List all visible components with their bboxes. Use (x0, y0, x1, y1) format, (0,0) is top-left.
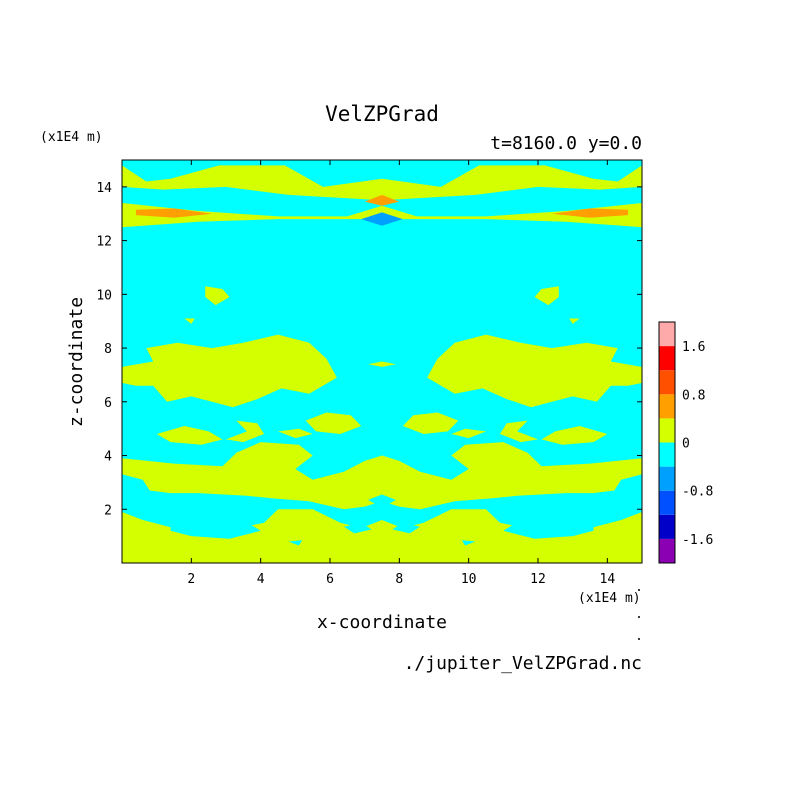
colorbar-swatch (659, 442, 675, 467)
colorbar-swatch (659, 322, 675, 347)
x-axis-label: x-coordinate (317, 612, 447, 633)
x-tick-label: 10 (461, 572, 477, 587)
y-axis-unit: (x1E4 m) (40, 130, 103, 145)
colorbar-swatch (659, 418, 675, 443)
contour-region (205, 286, 230, 306)
plot-area (122, 160, 642, 563)
contour-hole (461, 540, 476, 546)
contour-region (122, 442, 642, 510)
contour-region (278, 428, 313, 439)
contour-region (569, 318, 580, 324)
x-tick-label: 8 (395, 572, 403, 587)
colorbar-tick-label: -0.8 (682, 485, 713, 500)
contour-region (135, 208, 213, 218)
contour-region (122, 165, 642, 201)
contour-region (361, 212, 403, 226)
contour-hole (170, 517, 261, 539)
marker-dot (638, 589, 640, 591)
colorbar-swatch (659, 394, 675, 419)
y-tick-label: 14 (96, 181, 112, 196)
contour-region (184, 318, 195, 324)
contour-hole (343, 522, 372, 534)
x-tick-label: 2 (187, 572, 195, 587)
y-tick-label: 4 (104, 450, 112, 465)
y-tick-label: 10 (96, 288, 112, 303)
contour-region (364, 194, 400, 206)
marker-dot (638, 638, 640, 640)
x-tick-label: 4 (257, 572, 265, 587)
contour-hole (503, 517, 594, 539)
contour-hole (368, 494, 396, 508)
contour-regions (122, 165, 642, 563)
plot-frame (121, 159, 643, 564)
x-axis-unit: (x1E4 m) (578, 591, 641, 606)
x-axis-ticks: 2 4 6 8 10 12 14 (187, 160, 615, 587)
source-file-label: ./jupiter_VelZPGrad.nc (404, 653, 642, 674)
colorbar-swatch (659, 370, 675, 395)
chart-subtitle: t=8160.0 y=0.0 (490, 133, 642, 154)
x-tick-label: 12 (530, 572, 546, 587)
y-tick-label: 12 (96, 235, 112, 250)
colorbar-frame (658, 321, 676, 564)
colorbar-tick-label: -1.6 (682, 533, 713, 548)
y-axis-ticks: 2 4 6 8 10 12 14 (96, 181, 642, 518)
colorbar-tick-label: 0.8 (682, 388, 705, 403)
contour-region (451, 428, 486, 439)
colorbar: 1.6 0.8 0 -0.8 -1.6 (658, 321, 713, 564)
contour-region (368, 361, 396, 367)
colorbar-tick-label: 0 (682, 437, 690, 452)
colorbar-swatch (659, 514, 675, 539)
contour-region (427, 334, 642, 408)
y-tick-label: 6 (104, 396, 112, 411)
colorbar-swatch (659, 538, 675, 563)
colorbar-swatch (659, 346, 675, 371)
contour-region (499, 420, 538, 443)
contour-region (541, 426, 608, 445)
x-tick-label: 6 (326, 572, 334, 587)
contour-region (402, 412, 459, 434)
contour-region (156, 426, 223, 445)
contour-region (122, 334, 337, 408)
y-tick-label: 8 (104, 342, 112, 357)
x-tick-label: 14 (600, 572, 616, 587)
y-tick-label: 2 (104, 503, 112, 518)
y-axis-label: z-coordinate (66, 297, 87, 427)
contour-region (551, 208, 629, 218)
colorbar-swatch (659, 490, 675, 515)
contour-hole (392, 522, 421, 534)
marker-dot (638, 616, 640, 618)
contour-region (305, 412, 362, 434)
colorbar-swatch (659, 466, 675, 491)
contour-region (534, 286, 559, 306)
colorbar-tick-label: 1.6 (682, 340, 705, 355)
contour-hole (288, 540, 303, 546)
chart-title: VelZPGrad (325, 102, 439, 126)
contour-region (226, 420, 265, 443)
contour-region (122, 509, 642, 563)
